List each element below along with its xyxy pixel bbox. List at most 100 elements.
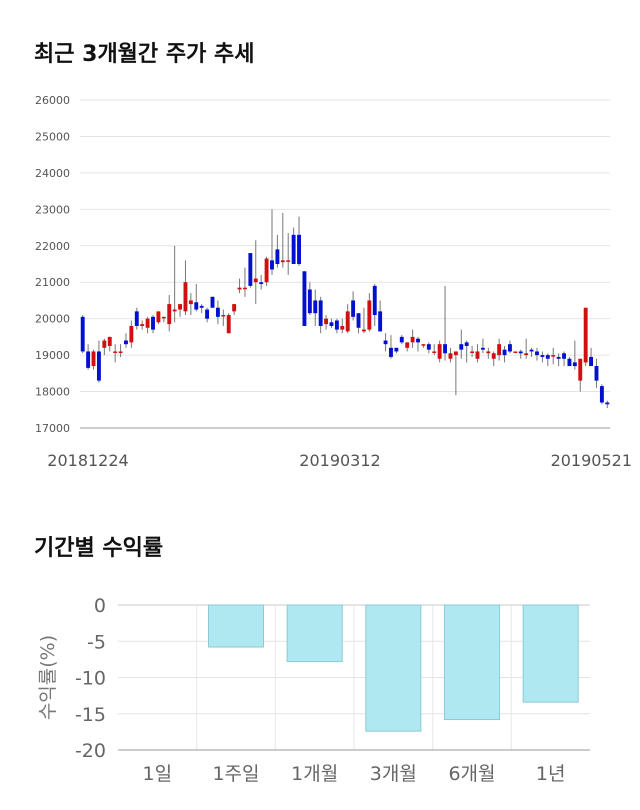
y-tick-label: 26000 <box>35 94 70 107</box>
candle-body <box>156 311 161 323</box>
y-tick-label: -10 <box>75 668 106 690</box>
candle-body <box>480 347 485 350</box>
return-bar <box>286 604 343 663</box>
price-candlestick-chart: 17000 18000 19000 20000 21000 22000 23000 24000… <box>35 94 632 470</box>
candle-body <box>124 340 128 345</box>
candle-body <box>491 353 496 359</box>
candle-body <box>475 351 480 359</box>
candle-body <box>383 340 388 345</box>
candle-body <box>248 253 253 286</box>
candle-body <box>221 315 226 317</box>
candle-body <box>540 355 545 357</box>
candle-body <box>188 300 193 305</box>
candle-body <box>405 342 410 348</box>
candle-body <box>389 347 393 357</box>
candle-body <box>378 311 383 332</box>
x-tick-label: 1주일 <box>212 763 259 785</box>
y-tick-label: 25000 <box>35 130 70 143</box>
candle-body <box>280 260 285 263</box>
candle-body <box>80 316 85 352</box>
x-tick-label: 6개월 <box>448 763 495 785</box>
candle-body <box>605 402 610 405</box>
return-bar <box>443 604 501 721</box>
candle-body <box>513 351 518 353</box>
return-bar <box>365 604 422 732</box>
candle-body <box>96 351 101 381</box>
candle-body <box>410 336 415 343</box>
y-tick-label: 20000 <box>35 313 70 326</box>
x-tick-label: 1년 <box>536 763 566 785</box>
candle-body <box>470 351 475 353</box>
x-tick-label: 20181224 <box>47 451 128 470</box>
candle-body <box>307 289 312 314</box>
candle-body <box>205 309 210 319</box>
candle-body <box>459 344 464 350</box>
candle-body <box>297 234 301 264</box>
candle-body <box>567 358 572 367</box>
candle-body <box>416 338 420 343</box>
x-tick-label: 1일 <box>143 763 173 785</box>
candle-body <box>594 366 599 381</box>
candle-body <box>91 351 96 367</box>
candle-body <box>145 318 150 328</box>
y-tick-label: 19000 <box>35 349 70 362</box>
candle-body <box>113 351 118 353</box>
y-tick-label: 21000 <box>35 276 70 289</box>
x-tick-label: 1개월 <box>291 763 338 785</box>
candle-body <box>291 234 296 264</box>
candle-body <box>199 305 204 308</box>
candle-body <box>583 307 588 363</box>
candle-body <box>589 356 594 367</box>
x-tick-label: 20190521 <box>551 451 632 470</box>
candle-body <box>497 344 502 356</box>
candle-body <box>351 300 356 317</box>
price-trend-title: 최근 3개월간 주가 추세 <box>34 42 255 67</box>
y-tick-label: -15 <box>75 704 106 726</box>
candle-body <box>215 307 220 317</box>
candle-body <box>399 336 404 343</box>
candle-body <box>232 304 237 312</box>
candle-body <box>194 302 199 310</box>
candle-body <box>243 287 247 290</box>
candle-body <box>129 325 134 343</box>
y-tick-label: 22000 <box>35 240 70 253</box>
candle-body <box>226 315 231 334</box>
candle-body <box>253 278 258 283</box>
candle-body <box>107 336 112 346</box>
candle-body <box>172 309 177 312</box>
candle-body <box>86 351 91 368</box>
candle-body <box>572 362 577 367</box>
candle-body <box>545 355 550 359</box>
candle-body <box>372 285 377 316</box>
candle-body <box>535 351 539 356</box>
y-tick-label: 0 <box>94 595 106 617</box>
candle-body <box>367 300 372 330</box>
return-bar <box>522 604 579 703</box>
y-tick-label: -20 <box>75 740 106 762</box>
candle-body <box>432 351 437 353</box>
candle-body <box>394 347 399 352</box>
candle-body <box>453 351 458 356</box>
candle-body <box>356 313 361 328</box>
candle-body <box>443 344 447 354</box>
candle-body <box>183 282 188 312</box>
candle-body <box>237 287 242 290</box>
candle-body <box>334 320 339 330</box>
candle-body <box>134 311 139 326</box>
candle-body <box>318 300 323 326</box>
y-tick-label: 17000 <box>35 422 70 435</box>
candle-body <box>140 324 145 326</box>
candle-body <box>324 318 329 325</box>
candle-body <box>345 311 350 332</box>
y-tick-label: 24000 <box>35 167 70 180</box>
candle-body <box>161 316 166 319</box>
return-bar <box>207 604 265 648</box>
candle-body <box>486 351 491 354</box>
candle-body <box>529 349 534 352</box>
candle-body <box>421 344 426 346</box>
candle-body <box>102 340 107 348</box>
y-tick-label: 18000 <box>35 386 70 399</box>
candle-body <box>508 344 512 352</box>
y-tick-label: 23000 <box>35 203 70 216</box>
